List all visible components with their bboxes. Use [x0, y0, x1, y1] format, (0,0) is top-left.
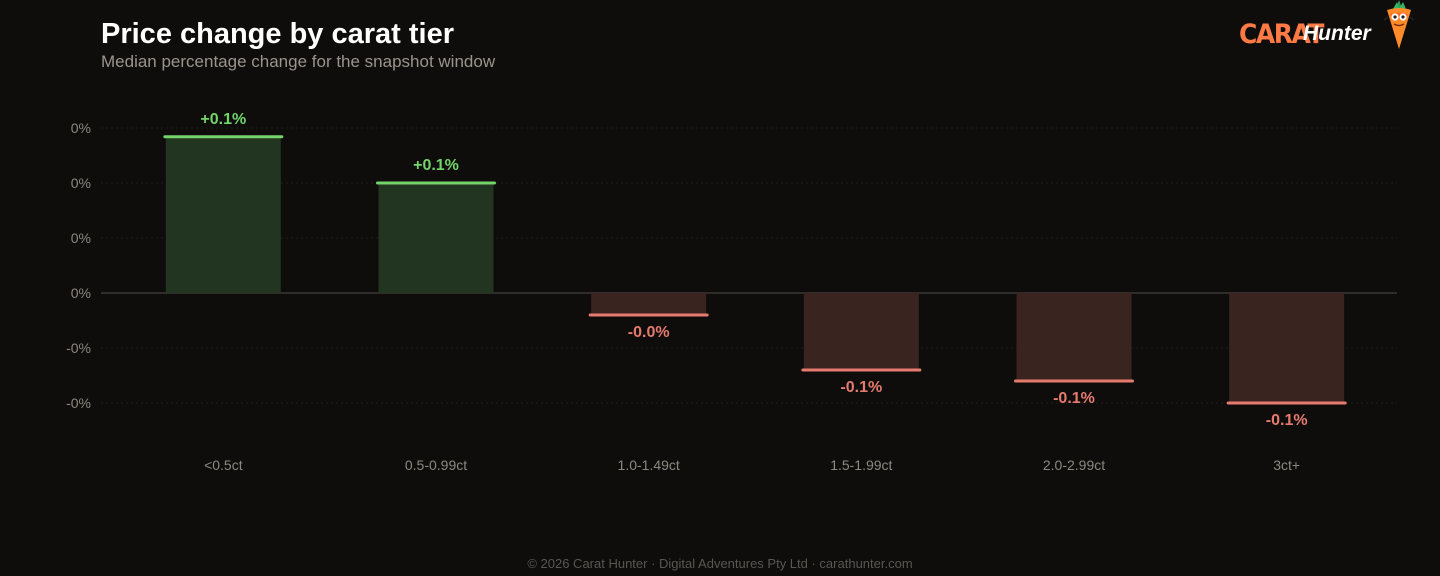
y-tick-label: -0%: [66, 395, 91, 411]
x-tick-label: <0.5ct: [204, 457, 243, 473]
data-label: +0.1%: [413, 157, 459, 174]
y-tick-label: 0%: [71, 285, 91, 301]
bar: [1016, 293, 1132, 381]
bar: [378, 183, 494, 293]
data-label: -0.0%: [628, 324, 670, 341]
x-tick-label: 0.5-0.99ct: [405, 457, 467, 473]
x-tick-label: 1.5-1.99ct: [830, 457, 892, 473]
bar: [165, 136, 281, 293]
data-label: -0.1%: [840, 379, 882, 396]
y-tick-label: 0%: [71, 120, 91, 136]
bar: [1229, 293, 1345, 403]
y-tick-label: 0%: [71, 230, 91, 246]
y-tick-label: -0%: [66, 340, 91, 356]
chart-subtitle: Median percentage change for the snapsho…: [101, 52, 496, 71]
chart-title: Price change by carat tier: [101, 18, 454, 50]
x-tick-label: 1.0-1.49ct: [618, 457, 680, 473]
carat-hunter-logo[interactable]: CARAT Hunter: [1236, 0, 1426, 56]
bar: [591, 293, 707, 315]
data-label: +0.1%: [200, 111, 246, 128]
logo-word-carat: CARAT: [1239, 19, 1324, 50]
data-label: -0.1%: [1053, 390, 1095, 407]
footer-copyright: © 2026 Carat Hunter · Digital Adventures…: [527, 556, 913, 571]
x-tick-label: 3ct+: [1273, 457, 1300, 473]
bar: [803, 293, 919, 370]
carrot-mascot-icon: [1383, 0, 1415, 49]
x-tick-label: 2.0-2.99ct: [1043, 457, 1105, 473]
logo-word-hunter: Hunter: [1303, 22, 1371, 45]
y-tick-label: 0%: [71, 175, 91, 191]
data-label: -0.1%: [1266, 412, 1308, 429]
